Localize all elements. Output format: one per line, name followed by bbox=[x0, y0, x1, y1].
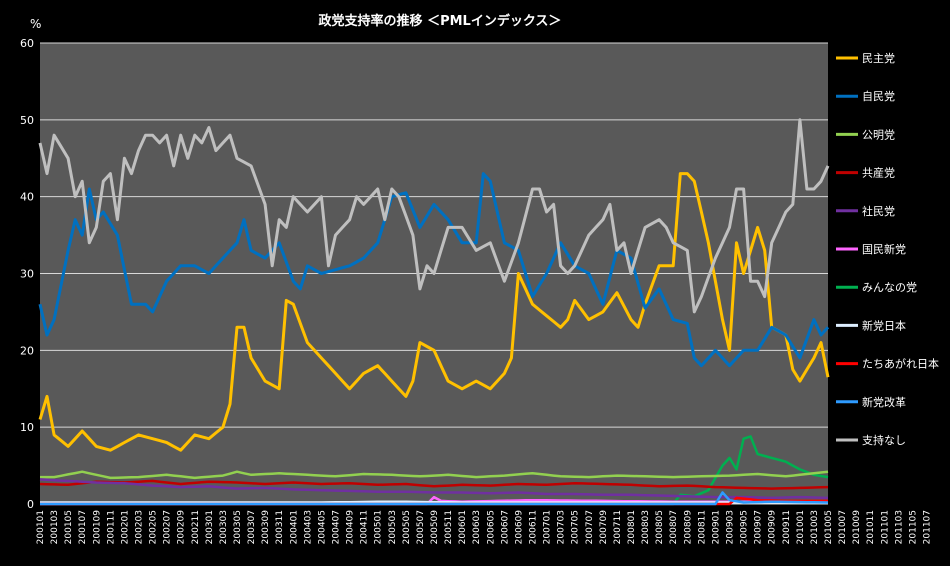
chart-title: 政党支持率の推移 ＜PMLインデックス＞ bbox=[319, 13, 562, 29]
x-tick-label: 201105 bbox=[908, 510, 918, 544]
x-tick-label: 200603 bbox=[472, 510, 482, 544]
y-tick-label: 40 bbox=[20, 191, 34, 204]
x-tick-label: 200407 bbox=[332, 510, 342, 544]
x-tick-label: 200403 bbox=[303, 510, 313, 544]
x-tick-label: 201001 bbox=[796, 510, 806, 544]
x-tick-label: 200207 bbox=[163, 510, 173, 544]
x-tick-label: 200309 bbox=[261, 510, 271, 545]
x-tick-label: 200903 bbox=[726, 510, 736, 544]
x-tick-label: 200711 bbox=[613, 510, 623, 544]
y-tick-label: 60 bbox=[20, 37, 34, 50]
x-tick-label: 200107 bbox=[78, 510, 88, 544]
legend-label: たちあがれ日本 bbox=[862, 357, 939, 371]
series-line-1 bbox=[38, 172, 830, 368]
x-axis-ticks: 200101 200103 200105 200107 200109 200111 2002… bbox=[36, 510, 933, 545]
x-tick-label: 200411 bbox=[360, 510, 370, 544]
series-line-0 bbox=[38, 172, 830, 452]
x-tick-label: 200409 bbox=[346, 510, 356, 545]
y-tick-label: 20 bbox=[20, 344, 34, 357]
x-tick-label: 200803 bbox=[641, 510, 651, 544]
x-tick-label: 200907 bbox=[754, 510, 764, 544]
x-tick-label: 200705 bbox=[571, 510, 581, 544]
x-tick-label: 201101 bbox=[880, 510, 890, 544]
x-tick-label: 201107 bbox=[923, 510, 933, 544]
x-tick-label: 200901 bbox=[711, 510, 721, 544]
y-tick-label: 50 bbox=[20, 114, 34, 127]
x-tick-label: 200611 bbox=[529, 510, 539, 544]
y-axis-label: % bbox=[30, 17, 41, 31]
x-tick-label: 200201 bbox=[120, 510, 130, 544]
x-tick-label: 200811 bbox=[697, 510, 707, 544]
y-tick-label: 30 bbox=[20, 268, 34, 281]
x-tick-label: 200605 bbox=[486, 510, 496, 544]
x-tick-label: 200305 bbox=[233, 510, 243, 544]
x-tick-label: 200103 bbox=[50, 510, 60, 544]
x-tick-label: 200211 bbox=[191, 510, 201, 544]
series-line-10 bbox=[38, 118, 830, 314]
x-tick-label: 200707 bbox=[585, 510, 595, 544]
series-line-2 bbox=[40, 470, 829, 480]
y-axis-ticks: 0 10 20 30 40 50 60 bbox=[20, 37, 34, 511]
legend-label: 新党改革 bbox=[862, 395, 906, 409]
x-tick-label: 200105 bbox=[64, 510, 74, 544]
x-tick-label: 200703 bbox=[557, 510, 567, 544]
x-tick-label: 200101 bbox=[36, 510, 46, 544]
x-tick-label: 200303 bbox=[219, 510, 229, 544]
legend: 民主党自民党公明党共産党社民党国民新党みんなの党新党日本たちあがれ日本新党改革支… bbox=[836, 52, 939, 447]
series-line-3 bbox=[39, 479, 829, 490]
x-tick-label: 200311 bbox=[275, 510, 285, 544]
legend-label: 支持なし bbox=[862, 433, 906, 447]
x-tick-label: 200203 bbox=[135, 510, 145, 544]
x-tick-label: 200801 bbox=[627, 510, 637, 544]
x-tick-label: 200209 bbox=[177, 510, 187, 545]
x-tick-label: 201103 bbox=[894, 510, 904, 544]
x-tick-label: 200405 bbox=[317, 510, 327, 544]
legend-label: 国民新党 bbox=[862, 242, 906, 256]
x-tick-label: 200401 bbox=[289, 510, 299, 544]
x-tick-label: 200109 bbox=[92, 510, 102, 545]
x-tick-label: 200601 bbox=[458, 510, 468, 544]
x-tick-label: 200805 bbox=[655, 510, 665, 544]
x-tick-label: 200501 bbox=[374, 510, 384, 544]
x-tick-label: 200205 bbox=[149, 510, 159, 544]
x-tick-label: 200507 bbox=[416, 510, 426, 544]
x-tick-label: 201011 bbox=[866, 510, 876, 544]
x-tick-label: 200809 bbox=[683, 510, 693, 545]
x-tick-label: 200607 bbox=[500, 510, 510, 544]
legend-label: 新党日本 bbox=[862, 318, 906, 332]
x-tick-label: 200301 bbox=[205, 510, 215, 544]
y-tick-label: 0 bbox=[27, 498, 34, 511]
legend-label: 社民党 bbox=[862, 204, 895, 218]
x-tick-label: 200905 bbox=[740, 510, 750, 544]
series-line-9 bbox=[40, 491, 829, 506]
x-tick-label: 200509 bbox=[430, 510, 440, 545]
x-tick-label: 201007 bbox=[838, 510, 848, 544]
y-tick-label: 10 bbox=[20, 421, 34, 434]
x-tick-label: 200505 bbox=[402, 510, 412, 544]
x-tick-label: 200307 bbox=[247, 510, 257, 544]
x-tick-label: 200709 bbox=[599, 510, 609, 545]
x-tick-label: 201003 bbox=[810, 510, 820, 544]
x-tick-label: 200807 bbox=[669, 510, 679, 544]
x-tick-label: 200911 bbox=[782, 510, 792, 544]
legend-label: みんなの党 bbox=[862, 281, 917, 294]
x-tick-label: 201005 bbox=[824, 510, 834, 544]
legend-label: 公明党 bbox=[862, 128, 895, 141]
x-tick-label: 200701 bbox=[543, 510, 553, 544]
series-line-7 bbox=[40, 500, 828, 504]
x-tick-label: 200111 bbox=[106, 510, 116, 544]
x-tick-label: 200503 bbox=[388, 510, 398, 544]
x-tick-label: 201009 bbox=[852, 510, 862, 545]
series-line-4 bbox=[39, 478, 829, 500]
legend-label: 共産党 bbox=[862, 167, 895, 180]
legend-label: 自民党 bbox=[862, 90, 895, 103]
series-lines bbox=[38, 118, 830, 506]
x-tick-label: 200511 bbox=[444, 510, 454, 544]
legend-label: 民主党 bbox=[862, 52, 895, 65]
x-tick-label: 200609 bbox=[514, 510, 524, 545]
x-tick-label: 200909 bbox=[768, 510, 778, 545]
